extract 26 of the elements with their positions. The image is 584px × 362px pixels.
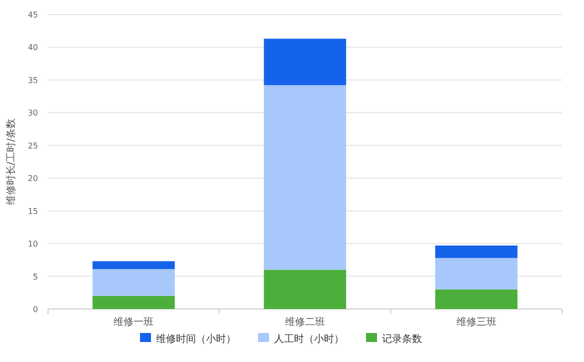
- x-tick-label: 维修一班: [114, 316, 154, 328]
- y-tick-label: 40: [28, 43, 38, 52]
- y-tick-label: 30: [28, 108, 38, 118]
- bar: [435, 258, 518, 290]
- legend-label: 维修时间（小时）: [156, 333, 236, 345]
- x-tick-label: 维修三班: [456, 316, 496, 328]
- bar: [92, 269, 175, 296]
- bar: [435, 289, 518, 309]
- bar: [92, 261, 175, 270]
- bar: [264, 85, 346, 270]
- bar: [264, 270, 346, 309]
- y-tick-label: 5: [32, 272, 38, 282]
- legend-label: 记录条数: [382, 333, 422, 345]
- y-tick-label: 35: [28, 76, 38, 85]
- y-tick-label: 0: [32, 305, 38, 314]
- y-tick-label: 20: [28, 174, 38, 184]
- y-tick-label: 15: [28, 206, 38, 216]
- bar: [264, 38, 346, 86]
- bar: [92, 296, 175, 309]
- bar: [435, 246, 518, 258]
- y-tick-label: 25: [28, 141, 38, 150]
- y-axis-title: 维修时长/工时/条数: [5, 118, 17, 206]
- legend-label: 人工时（小时）: [274, 333, 344, 345]
- y-tick-label: 10: [28, 240, 38, 249]
- x-tick-label: 维修二班: [285, 316, 325, 328]
- y-tick-label: 45: [28, 10, 38, 20]
